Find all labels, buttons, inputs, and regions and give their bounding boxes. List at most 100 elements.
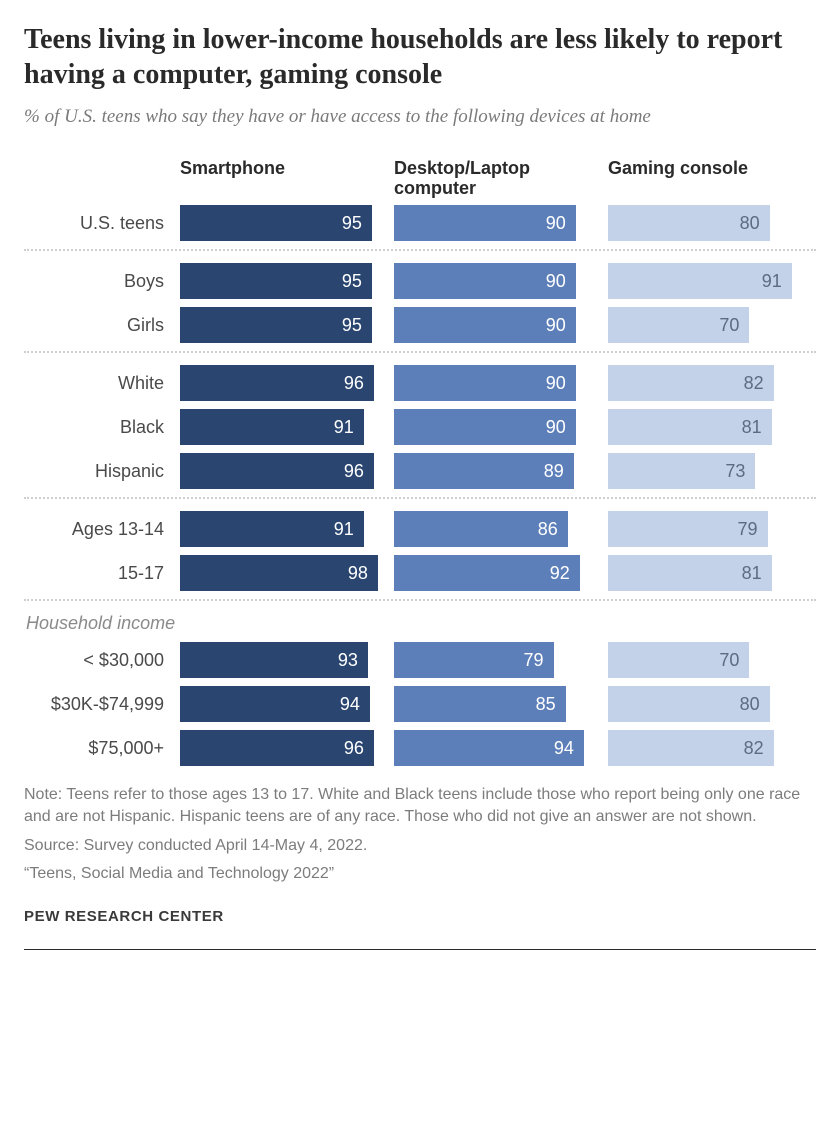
bar-cell: 80 <box>602 205 816 241</box>
bar: 81 <box>608 409 772 445</box>
bar: 90 <box>394 409 576 445</box>
bar-cell: 93 <box>174 642 388 678</box>
bar: 93 <box>180 642 368 678</box>
chart-title: Teens living in lower-income households … <box>24 22 816 92</box>
row-label: $30K-$74,999 <box>24 694 174 715</box>
column-header: Gaming console <box>602 158 816 199</box>
bar-cell: 79 <box>602 511 816 547</box>
bar: 86 <box>394 511 568 547</box>
table-row: U.S. teens 95 90 80 <box>24 205 816 241</box>
bar-cell: 86 <box>388 511 602 547</box>
bar: 89 <box>394 453 574 489</box>
chart-subtitle: % of U.S. teens who say they have or hav… <box>24 104 816 130</box>
bar: 96 <box>180 730 374 766</box>
group-divider <box>24 249 816 251</box>
group-divider <box>24 351 816 353</box>
bar-cell: 96 <box>174 365 388 401</box>
row-label: Hispanic <box>24 461 174 482</box>
row-label: $75,000+ <box>24 738 174 759</box>
bar-cell: 79 <box>388 642 602 678</box>
bar-cell: 80 <box>602 686 816 722</box>
row-label: 15-17 <box>24 563 174 584</box>
footer-rule <box>24 949 816 950</box>
bar: 95 <box>180 307 372 343</box>
bar-cell: 90 <box>388 409 602 445</box>
bar: 98 <box>180 555 378 591</box>
bar-cell: 91 <box>602 263 816 299</box>
bar-cell: 98 <box>174 555 388 591</box>
bar: 94 <box>394 730 584 766</box>
row-label: U.S. teens <box>24 213 174 234</box>
method-line: “Teens, Social Media and Technology 2022… <box>24 863 816 885</box>
bar-cell: 90 <box>388 365 602 401</box>
bar-cell: 95 <box>174 205 388 241</box>
bar: 73 <box>608 453 755 489</box>
group-header: Household income <box>26 613 816 634</box>
bar: 81 <box>608 555 772 591</box>
bar-cell: 90 <box>388 307 602 343</box>
bar: 91 <box>180 409 364 445</box>
row-label: Girls <box>24 315 174 336</box>
bar-cell: 70 <box>602 642 816 678</box>
bar: 82 <box>608 730 774 766</box>
bar: 96 <box>180 365 374 401</box>
column-header: Smartphone <box>174 158 388 199</box>
bar: 85 <box>394 686 566 722</box>
bar: 80 <box>608 686 770 722</box>
row-label: White <box>24 373 174 394</box>
bar: 91 <box>608 263 792 299</box>
bar-cell: 82 <box>602 730 816 766</box>
bar-cell: 90 <box>388 205 602 241</box>
bar: 90 <box>394 263 576 299</box>
table-row: Girls 95 90 70 <box>24 307 816 343</box>
bar: 95 <box>180 205 372 241</box>
row-label: Boys <box>24 271 174 292</box>
bar: 95 <box>180 263 372 299</box>
table-row: $30K-$74,999 94 85 80 <box>24 686 816 722</box>
footnote: Note: Teens refer to those ages 13 to 17… <box>24 784 816 829</box>
bar: 80 <box>608 205 770 241</box>
table-row: White969082 <box>24 365 816 401</box>
bar-cell: 85 <box>388 686 602 722</box>
table-row: Ages 13-14 91 86 79 <box>24 511 816 547</box>
bar: 94 <box>180 686 370 722</box>
table-row: 15-17 98 92 81 <box>24 555 816 591</box>
table-row: < $30,000 93 79 70 <box>24 642 816 678</box>
bar-chart: SmartphoneDesktop/Laptop computerGaming … <box>24 158 816 766</box>
bar: 79 <box>394 642 554 678</box>
table-row: Black919081 <box>24 409 816 445</box>
row-label: Ages 13-14 <box>24 519 174 540</box>
bar: 92 <box>394 555 580 591</box>
bar-cell: 95 <box>174 263 388 299</box>
bar-cell: 92 <box>388 555 602 591</box>
bar: 70 <box>608 307 749 343</box>
bar: 90 <box>394 365 576 401</box>
row-label: < $30,000 <box>24 650 174 671</box>
bar-cell: 94 <box>388 730 602 766</box>
table-row: $75,000+ 96 94 82 <box>24 730 816 766</box>
table-row: Hispanic 96 89 73 <box>24 453 816 489</box>
bar-cell: 94 <box>174 686 388 722</box>
bar: 70 <box>608 642 749 678</box>
bar-cell: 91 <box>174 409 388 445</box>
bar-cell: 70 <box>602 307 816 343</box>
bar-cell: 95 <box>174 307 388 343</box>
group-divider <box>24 599 816 601</box>
bar: 90 <box>394 307 576 343</box>
bar: 90 <box>394 205 576 241</box>
source-line: Source: Survey conducted April 14-May 4,… <box>24 835 816 857</box>
bar-cell: 81 <box>602 409 816 445</box>
bar-cell: 89 <box>388 453 602 489</box>
bar-cell: 81 <box>602 555 816 591</box>
column-headers: SmartphoneDesktop/Laptop computerGaming … <box>24 158 816 199</box>
table-row: Boys 95 90 91 <box>24 263 816 299</box>
bar-cell: 90 <box>388 263 602 299</box>
bar: 91 <box>180 511 364 547</box>
group-divider <box>24 497 816 499</box>
column-header: Desktop/Laptop computer <box>388 158 602 199</box>
bar: 96 <box>180 453 374 489</box>
attribution: PEW RESEARCH CENTER <box>24 908 816 925</box>
bar: 79 <box>608 511 768 547</box>
bar-cell: 91 <box>174 511 388 547</box>
bar-cell: 96 <box>174 730 388 766</box>
